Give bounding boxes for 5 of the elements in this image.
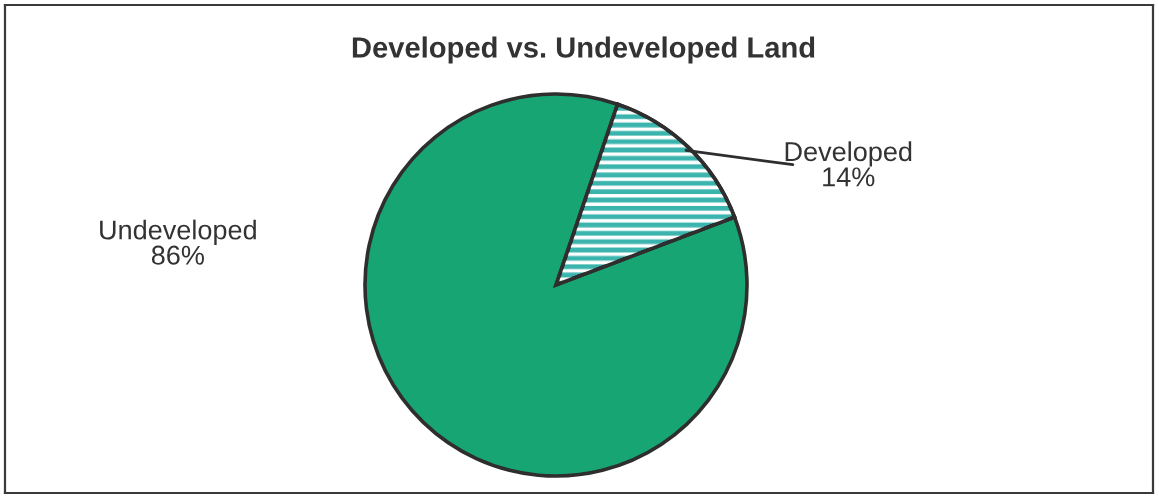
chart-title: Developed vs. Undeveloped Land [352,36,815,64]
slice-label: Developed [785,141,912,167]
slice-label: Undeveloped [100,219,256,245]
data-label: 86% [151,245,204,265]
data-label: 14% [823,167,875,187]
